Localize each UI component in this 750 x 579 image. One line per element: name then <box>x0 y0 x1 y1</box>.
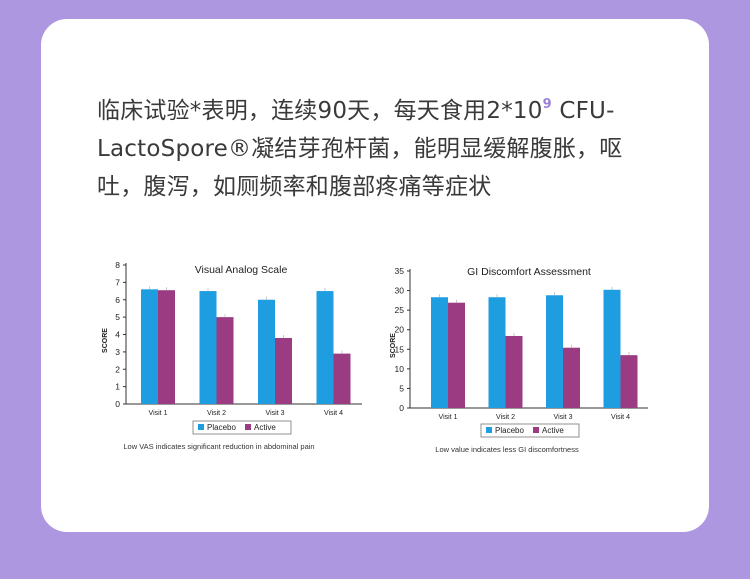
y-tick-label: 25 <box>395 305 405 315</box>
y-tick-label: 0 <box>399 403 404 413</box>
legend-placebo-swatch <box>486 427 492 433</box>
x-tick-label: Visit 3 <box>554 414 573 421</box>
legend-placebo-label: Placebo <box>207 423 236 432</box>
chart-title: GI Discomfort Assessment <box>467 266 591 278</box>
chart-caption: Low VAS indicates significant reduction … <box>123 442 314 451</box>
legend-box <box>192 420 292 435</box>
y-tick-label: 15 <box>395 344 405 354</box>
placebo-bar <box>316 291 334 404</box>
placebo-bar <box>431 297 448 408</box>
active-bar <box>620 355 638 408</box>
y-tick-label: 0 <box>115 399 120 409</box>
y-tick-label: 1 <box>115 382 120 392</box>
y-tick-label: 3 <box>115 347 120 357</box>
active-bar <box>563 347 580 408</box>
gi-discomfort-chart: GI Discomfort Assessment 0 5 10 15 20 25 30 35 SC… <box>390 266 648 454</box>
headline-line-2: LactoSpore®凝结芽孢杆菌，能明显缓解腹胀，呕 <box>97 136 623 162</box>
x-tick-label: Visit 2 <box>496 414 515 421</box>
chart-title: Visual Analog Scale <box>195 264 288 276</box>
x-tick-label: Visit 1 <box>149 410 168 417</box>
placebo-bar <box>199 291 217 404</box>
y-axis-label: SCORE <box>102 328 109 353</box>
y-tick-label: 5 <box>399 383 404 393</box>
headline-line-1-text: 临床试验*表明，连续90天，每天食用2*10 <box>97 98 543 124</box>
legend-active-label: Active <box>542 426 564 435</box>
y-tick-label: 7 <box>115 277 120 287</box>
y-tick-label: 8 <box>115 260 120 270</box>
y-tick-label: 4 <box>115 330 120 340</box>
legend-placebo-label: Placebo <box>495 426 524 435</box>
legend-box <box>480 423 580 438</box>
headline-line-1-suffix: CFU- <box>551 98 615 124</box>
legend-active-swatch <box>245 424 251 430</box>
x-tick-label: Visit 2 <box>207 410 226 417</box>
legend-active-swatch <box>533 427 539 433</box>
y-tick-label: 6 <box>115 295 120 305</box>
placebo-bar <box>603 289 621 408</box>
headline: 临床试验*表明，连续90天，每天食用2*109 CFU- LactoSpore®… <box>97 86 657 206</box>
placebo-bar <box>488 297 506 408</box>
content-card <box>41 19 709 532</box>
active-bar <box>505 335 523 408</box>
chart-caption: Low value indicates less GI discomfortne… <box>435 445 579 454</box>
placebo-bar <box>546 295 563 408</box>
y-tick-label: 30 <box>395 286 405 296</box>
headline-superscript: 9 <box>542 97 552 112</box>
active-bar <box>275 337 292 404</box>
placebo-bar <box>258 299 275 404</box>
x-tick-label: Visit 4 <box>324 410 343 417</box>
visual-analog-scale-chart: Visual Analog Scale 0 1 2 3 4 5 6 7 8 SCORE Visit 1… <box>102 260 362 451</box>
headline-line-3: 吐，腹泻，如厕频率和腹部疼痛等症状 <box>97 174 492 200</box>
x-tick-label: Visit 1 <box>439 414 458 421</box>
x-tick-label: Visit 3 <box>266 410 285 417</box>
placebo-bar <box>141 289 158 404</box>
y-tick-label: 20 <box>395 325 405 335</box>
y-axis-label: SCORE <box>390 333 397 358</box>
active-bar <box>448 302 465 408</box>
x-tick-label: Visit 4 <box>611 414 630 421</box>
headline-line-1: 临床试验*表明，连续90天，每天食用2*109 CFU- <box>97 86 657 130</box>
legend-placebo-swatch <box>198 424 204 430</box>
legend-active-label: Active <box>254 423 276 432</box>
y-tick-label: 5 <box>115 312 120 322</box>
y-tick-label: 2 <box>115 364 120 374</box>
y-tick-label: 35 <box>395 266 405 276</box>
active-bar <box>333 353 351 404</box>
y-tick-label: 10 <box>395 364 405 374</box>
active-bar <box>158 290 175 404</box>
active-bar <box>216 317 234 404</box>
